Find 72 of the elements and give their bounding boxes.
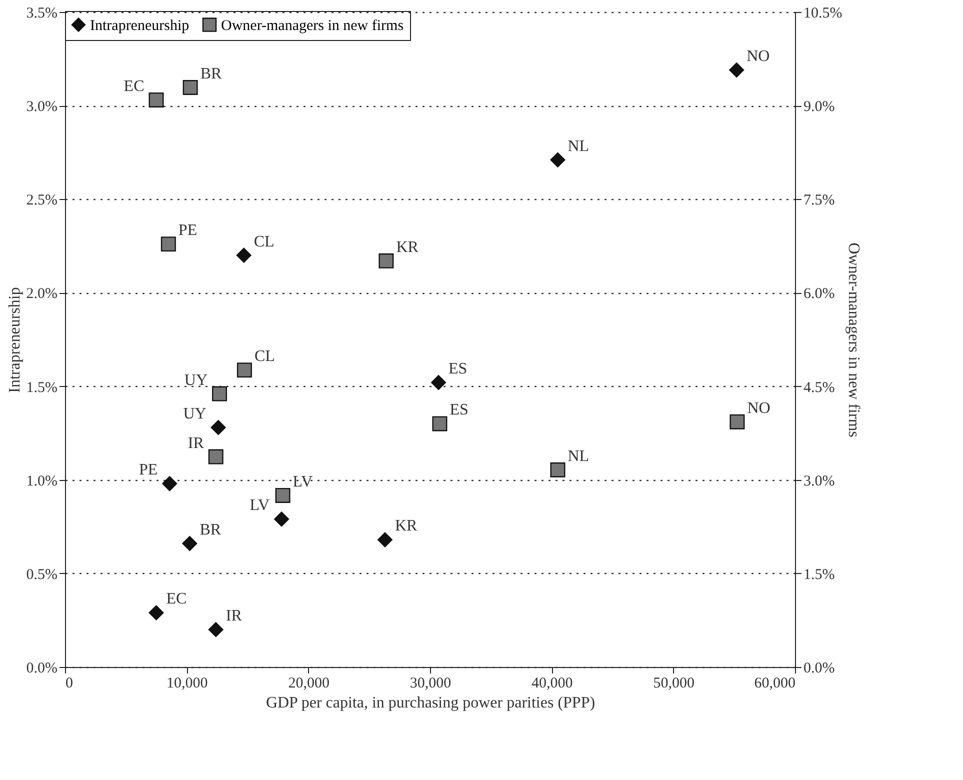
data-label: UY xyxy=(184,372,208,389)
point xyxy=(730,414,745,430)
y2-tick-label: 10.5% xyxy=(804,6,842,22)
y2-tick-label: 4.5% xyxy=(804,380,835,396)
x-tick-label: 50,000 xyxy=(653,676,694,692)
y-tick-label: 0.5% xyxy=(26,566,58,583)
y2-tick-label: 0.0% xyxy=(804,660,835,676)
y-tick-label: 2.5% xyxy=(26,192,58,209)
x-tick-label: 0 xyxy=(66,676,73,692)
point xyxy=(275,488,290,503)
point xyxy=(208,622,224,638)
legend-label: Owner-managers in new firms xyxy=(221,18,404,34)
point xyxy=(160,236,176,252)
point xyxy=(182,536,198,551)
data-label: PE xyxy=(138,462,158,479)
data-label: PE xyxy=(178,222,198,240)
data-label: EC xyxy=(124,78,144,95)
data-label: ES xyxy=(448,360,468,378)
point xyxy=(148,92,164,108)
point xyxy=(162,476,178,492)
y2-tick-label: 3.0% xyxy=(804,473,835,490)
x-axis-title: GDP per capita, in purchasing power parities (PPP) xyxy=(266,694,596,712)
y-tick-label: 0.0% xyxy=(26,660,58,676)
data-label: BR xyxy=(200,521,222,538)
point xyxy=(210,420,226,435)
data-label: IR xyxy=(188,434,204,452)
x-tick-label: 60,000 xyxy=(754,676,796,692)
point xyxy=(550,152,566,168)
data-label: KR xyxy=(394,518,418,535)
x-tick-label: 40,000 xyxy=(532,676,573,692)
data-label: EC xyxy=(166,590,187,608)
y2-tick-label: 9.0% xyxy=(804,99,835,116)
point xyxy=(274,512,290,527)
point xyxy=(431,375,446,390)
y-tick-label: 3.5% xyxy=(26,6,58,22)
data-label: BR xyxy=(200,65,222,82)
point xyxy=(208,449,224,464)
point xyxy=(182,80,198,95)
point xyxy=(212,386,228,402)
data-label: NO xyxy=(747,400,770,417)
data-label: NO xyxy=(746,48,770,66)
y2-tick-label: 7.5% xyxy=(804,192,835,209)
data-label: LV xyxy=(250,497,270,514)
y2-axis-title: Owner-managers in new firms xyxy=(845,242,862,438)
data-label: LV xyxy=(292,473,314,490)
x-tick-label: 30,000 xyxy=(410,676,452,692)
y-tick-label: 3.0% xyxy=(26,99,58,116)
data-label: KR xyxy=(396,238,419,256)
point xyxy=(432,416,448,432)
point xyxy=(377,532,392,548)
data-label: NL xyxy=(568,448,590,465)
y2-tick-label: 1.5% xyxy=(804,566,835,583)
x-tick-label: 20,000 xyxy=(288,676,330,692)
data-label: IR xyxy=(226,608,242,625)
point xyxy=(236,248,252,263)
data-label: CL xyxy=(254,348,275,366)
point xyxy=(378,253,394,268)
data-label: CL xyxy=(254,233,274,250)
point xyxy=(550,462,566,478)
y2-tick-label: 6.0% xyxy=(804,286,835,302)
point xyxy=(236,362,252,378)
data-label: NL xyxy=(568,138,590,155)
legend-label: Intrapreneurship xyxy=(90,18,190,34)
data-label: ES xyxy=(450,402,468,419)
point xyxy=(148,605,164,620)
y-tick-label: 1.0% xyxy=(26,473,58,490)
point xyxy=(729,62,744,78)
x-tick-label: 10,000 xyxy=(166,676,208,692)
y-tick-label: 1.5% xyxy=(26,380,58,396)
y-axis-title: Intrapreneurship xyxy=(6,287,24,393)
y-tick-label: 2.0% xyxy=(26,286,58,302)
data-label: UY xyxy=(183,405,207,422)
